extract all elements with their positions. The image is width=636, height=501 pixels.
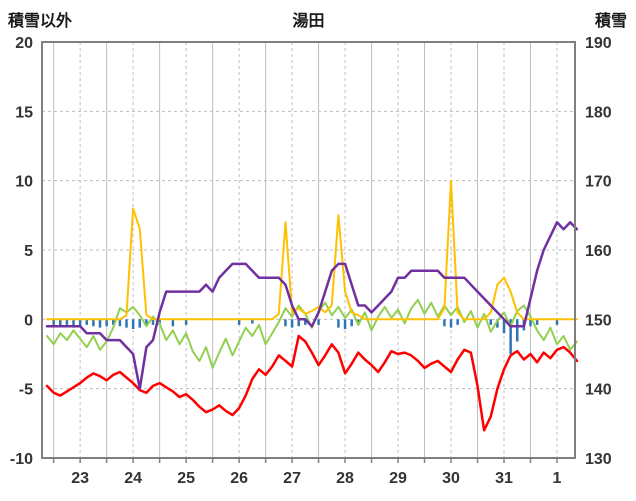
- right-axis-tick-label: 140: [585, 382, 612, 399]
- x-axis-tick-label: 26: [230, 470, 248, 487]
- x-axis-tick-marks: [52, 458, 558, 463]
- x-axis-tick-label: 23: [71, 470, 89, 487]
- series-orange-line: [46, 179, 578, 321]
- left-axis-tick-label: 10: [15, 174, 33, 191]
- x-axis-tick-label: 31: [495, 470, 513, 487]
- right-axis-tick-label: 170: [585, 174, 612, 191]
- left-axis-tick-label: 0: [24, 312, 33, 329]
- left-axis-tick-label: 20: [15, 35, 33, 52]
- left-axis-tick-label: -10: [10, 451, 33, 468]
- x-axis-tick-label: 29: [389, 470, 407, 487]
- right-axis-tick-label: 180: [585, 104, 612, 121]
- right-axis-tick-label: 150: [585, 312, 612, 329]
- right-axis-title: 積雪: [594, 13, 627, 30]
- left-axis-tick-label: 15: [15, 104, 33, 121]
- series-blue-bars: [52, 319, 559, 354]
- left-axis-tick-label: -5: [19, 382, 33, 399]
- x-axis-tick-label: 25: [177, 470, 195, 487]
- right-axis-tick-label: 160: [585, 243, 612, 260]
- x-axis-tick-label: 27: [283, 470, 301, 487]
- right-axis-tick-label: 130: [585, 451, 612, 468]
- left-axis-tick-label: 5: [24, 243, 33, 260]
- left-axis-title: 積雪以外: [8, 13, 73, 30]
- plot-border: [41, 41, 576, 459]
- right-axis-tick-label: 190: [585, 35, 612, 52]
- series-green-line: [46, 298, 578, 369]
- x-axis-tick-label: 1: [553, 470, 562, 487]
- series-purple-line: [45, 221, 579, 390]
- x-axis-tick-label: 24: [124, 470, 142, 487]
- x-axis-tick-label: 30: [442, 470, 460, 487]
- gridlines: [42, 42, 575, 458]
- series-red-line: [45, 334, 579, 432]
- x-axis-tick-label: 28: [336, 470, 354, 487]
- chart-title: 湯田: [292, 13, 325, 30]
